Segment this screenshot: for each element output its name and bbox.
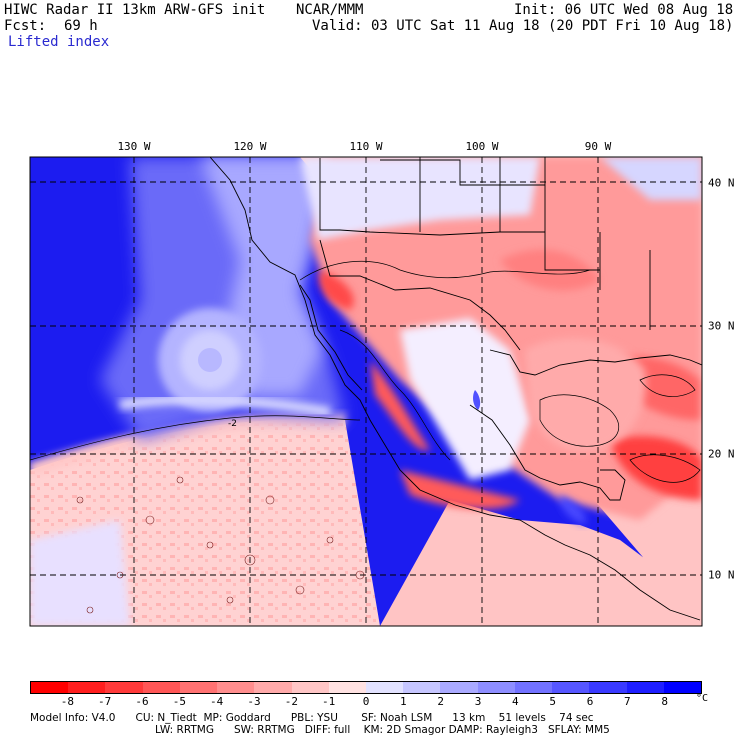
colorbar-tick-label: -4	[210, 695, 224, 708]
colorbar-swatch	[589, 682, 627, 693]
colorbar-swatch	[31, 682, 69, 693]
lon-label-90w: 90 W	[584, 140, 612, 153]
colorbar-swatch	[440, 682, 478, 693]
valid-time: Valid: 03 UTC Sat 11 Aug 18 (20 PDT Fri …	[312, 18, 734, 34]
contours	[30, 260, 701, 483]
map-field: -2	[30, 157, 702, 626]
colorbar-tick-label: 1	[400, 695, 407, 708]
colorbar-tick-label: 7	[624, 695, 631, 708]
colorbar-tick-label: -7	[98, 695, 112, 708]
model-info-line2: LW: RRTMG SW: RRTMG DIFF: full KM: 2D Sm…	[155, 724, 610, 736]
colorbar-swatch	[365, 682, 404, 693]
lon-label-100w: 100 W	[465, 140, 499, 153]
colorbar-tick-label: -2	[284, 695, 298, 708]
contour-label: -2	[228, 419, 237, 429]
colorbar	[30, 681, 702, 694]
colorbar-tick-label: 8	[661, 695, 668, 708]
colorbar-swatch	[403, 682, 441, 693]
colorbar-swatch	[626, 682, 664, 693]
colorbar-tick-label: -1	[322, 695, 336, 708]
colorbar-swatch	[291, 682, 329, 693]
colorbar-swatch	[142, 682, 180, 693]
colorbar-swatch	[217, 682, 255, 693]
colorbar-tick-label: -6	[135, 695, 149, 708]
colorbar-tick-label: 6	[586, 695, 594, 708]
colorbar-tick-label: 2	[437, 695, 444, 708]
map-frame	[29, 156, 703, 627]
field-name: Lifted index	[8, 34, 110, 50]
lat-label-30n: 30 N	[708, 319, 735, 333]
lon-label-110w: 110 W	[349, 140, 383, 153]
model-title: HIWC Radar II 13km ARW-GFS init	[4, 2, 266, 18]
colorbar-tick-label: 4	[512, 695, 519, 708]
colorbar-swatch	[328, 682, 366, 693]
colorbar-swatch	[105, 682, 143, 693]
colorbar-tick-label: -8	[60, 695, 74, 708]
colorbar-tick-label: 5	[549, 695, 556, 708]
colorbar-swatch	[552, 682, 590, 693]
colorbar-tick-label: 3	[474, 695, 482, 708]
model-info-line1: Model Info: V4.0 CU: N_Tiedt MP: Goddard…	[30, 712, 594, 724]
lon-label-120w: 120 W	[233, 140, 267, 153]
colorbar-swatch	[179, 682, 218, 693]
lat-label-10n: 10 N	[708, 568, 735, 582]
colorbar-swatch	[254, 682, 292, 693]
org-title: NCAR/MMM	[296, 2, 364, 18]
colorbar-tick-label: -5	[172, 695, 186, 708]
colorbar-swatch	[514, 682, 553, 693]
colorbar-unit: °C	[696, 693, 709, 704]
lon-label-130w: 130 W	[117, 140, 151, 153]
fcst-value: 69 h	[64, 18, 98, 34]
lat-label-40n: 40 N	[708, 176, 735, 190]
colorbar-tick-label: -3	[247, 695, 261, 708]
lat-label-20n: 20 N	[708, 447, 735, 461]
colorbar-swatch	[663, 682, 701, 693]
colorbar-tick-label: 0	[362, 695, 370, 708]
colorbar-swatch	[68, 682, 106, 693]
colorbar-swatch	[477, 682, 515, 693]
fcst-label: Fcst:	[4, 18, 47, 34]
latlon-grid	[30, 157, 702, 626]
init-time: Init: 06 UTC Wed 08 Aug 18	[514, 2, 734, 18]
